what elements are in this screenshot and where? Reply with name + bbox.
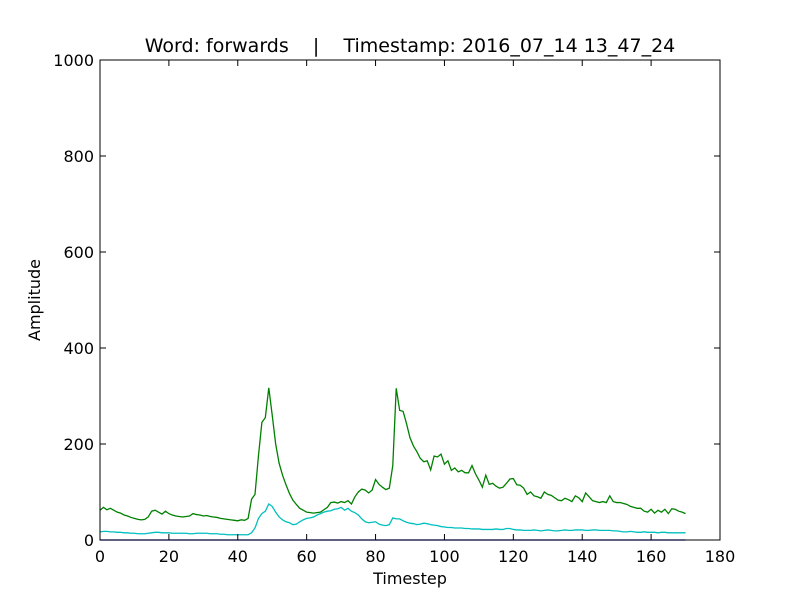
- x-tick-label: 140: [567, 547, 598, 566]
- x-ticks: 0 20 40 60 80 100 120 140 160 180: [95, 60, 735, 566]
- x-tick-label: 120: [498, 547, 529, 566]
- x-tick-label: 160: [636, 547, 667, 566]
- x-tick-label: 80: [365, 547, 385, 566]
- y-tick-label: 400: [63, 339, 94, 358]
- y-tick-label: 800: [63, 147, 94, 166]
- plot-frame: [99, 59, 721, 541]
- x-tick-label: 100: [429, 547, 460, 566]
- y-axis-label: Amplitude: [25, 259, 44, 341]
- x-tick-label: 40: [228, 547, 248, 566]
- x-tick-label: 20: [159, 547, 179, 566]
- chart-title: Word: forwards | Timestamp: 2016_07_14 1…: [145, 35, 676, 57]
- series-line-1: [99, 387, 686, 522]
- series-line-2: [99, 503, 686, 536]
- y-tick-label: 0: [84, 531, 94, 550]
- x-tick-label: 180: [705, 547, 736, 566]
- x-axis-label: Timestep: [372, 569, 447, 588]
- y-tick-label: 600: [63, 243, 94, 262]
- y-tick-label: 200: [63, 435, 94, 454]
- y-ticks: 0 200 400 600 800 1000: [53, 51, 720, 550]
- plot-area: 0 200 400 600 800 1000 0 20 40 60 80 100 120 140 160 1…: [53, 51, 735, 566]
- x-tick-label: 0: [95, 547, 105, 566]
- y-tick-label: 1000: [53, 51, 94, 70]
- x-tick-label: 60: [296, 547, 316, 566]
